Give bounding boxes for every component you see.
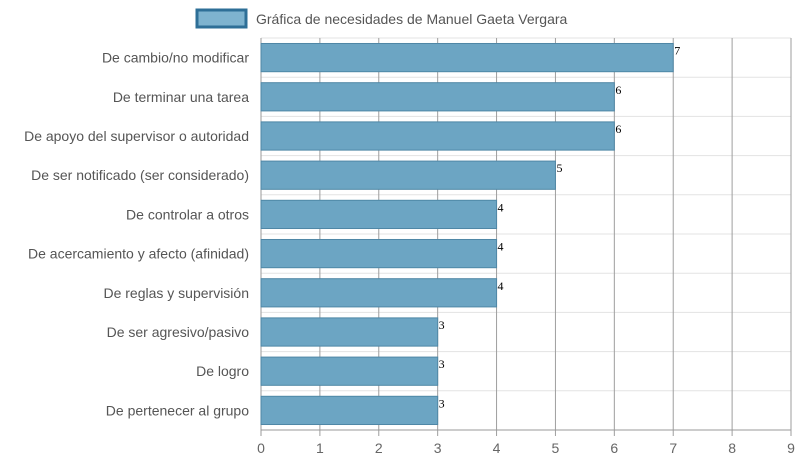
x-tick-label: 1: [316, 440, 324, 456]
bar[interactable]: [260, 317, 439, 347]
data-label: 4: [498, 200, 504, 214]
bar[interactable]: [260, 278, 498, 308]
data-label: 3: [439, 396, 445, 410]
bars: [260, 42, 674, 426]
data-label: 3: [439, 357, 445, 371]
data-label: 7: [674, 44, 680, 58]
x-tick-label: 6: [610, 440, 618, 456]
category-label: De acercamiento y afecto (afinidad): [28, 246, 249, 262]
bar[interactable]: [260, 395, 439, 426]
x-tick-label: 3: [434, 440, 442, 456]
bar[interactable]: [260, 356, 439, 386]
bar[interactable]: [260, 121, 615, 151]
bar[interactable]: [260, 238, 498, 269]
data-label: 3: [439, 318, 445, 332]
legend-label[interactable]: Gráfica de necesidades de Manuel Gaeta V…: [256, 11, 568, 27]
category-label: De terminar una tarea: [113, 89, 249, 105]
x-tick-label: 0: [257, 440, 265, 456]
x-tick-label: 9: [787, 440, 795, 456]
category-label: De ser agresivo/pasivo: [107, 324, 250, 340]
bar[interactable]: [260, 199, 498, 230]
x-tick-label: 4: [493, 440, 501, 456]
category-label: De reglas y supervisión: [103, 285, 249, 301]
data-label: 6: [615, 122, 621, 136]
data-label: 4: [498, 240, 504, 254]
category-label: De apoyo del supervisor o autoridad: [24, 128, 249, 144]
category-label: De controlar a otros: [126, 206, 249, 222]
data-label: 5: [556, 161, 562, 175]
x-tick-label: 8: [728, 440, 736, 456]
legend-swatch[interactable]: [195, 8, 248, 29]
axes: 0 1 2 3 4 5 6 7 8 9: [257, 429, 795, 456]
bar[interactable]: [260, 160, 556, 190]
category-label: De cambio/no modificar: [102, 50, 249, 66]
category-label: De ser notificado (ser considerado): [31, 167, 249, 183]
legend[interactable]: Gráfica de necesidades de Manuel Gaeta V…: [195, 8, 568, 29]
category-label: De logro: [196, 363, 249, 379]
data-label: 6: [615, 83, 621, 97]
x-tick-label: 2: [375, 440, 383, 456]
x-tick-label: 5: [552, 440, 560, 456]
bar[interactable]: [260, 42, 674, 73]
category-label: De pertenecer al grupo: [106, 402, 249, 418]
data-label: 4: [498, 279, 504, 293]
bar[interactable]: [260, 82, 615, 112]
x-tick-label: 7: [669, 440, 677, 456]
labels: De cambio/no modificar 7 De terminar una t…: [24, 44, 680, 419]
